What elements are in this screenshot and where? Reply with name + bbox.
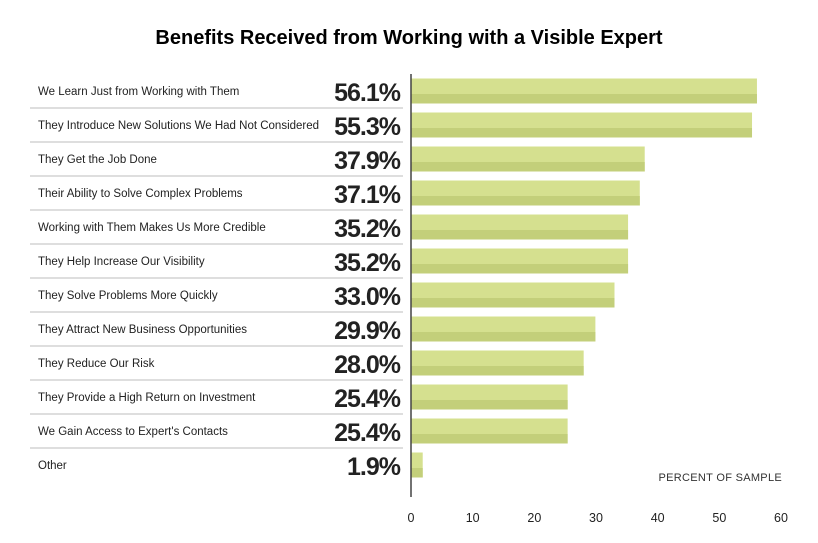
bar bbox=[411, 112, 753, 138]
bar-shade bbox=[411, 94, 757, 104]
value-label: 56.1% bbox=[334, 79, 401, 107]
category-label: They Introduce New Solutions We Had Not … bbox=[38, 120, 319, 132]
category-label: They Solve Problems More Quickly bbox=[38, 290, 218, 302]
bar-shade bbox=[411, 400, 568, 410]
value-label: 25.4% bbox=[334, 419, 401, 447]
category-label: They Reduce Our Risk bbox=[38, 358, 155, 370]
x-tick-label: 50 bbox=[712, 511, 726, 525]
category-label: Their Ability to Solve Complex Problems bbox=[38, 188, 243, 200]
bar bbox=[411, 146, 645, 172]
x-tick-label: 20 bbox=[527, 511, 541, 525]
x-tick-label: 0 bbox=[408, 511, 415, 525]
category-label: They Get the Job Done bbox=[38, 154, 157, 166]
value-label: 28.0% bbox=[334, 351, 401, 379]
bar bbox=[411, 282, 615, 308]
x-axis-ticks: 0 10 20 30 40 50 60 bbox=[408, 511, 788, 525]
category-label: Other bbox=[38, 460, 67, 472]
bar bbox=[411, 452, 423, 478]
x-axis-label: PERCENT OF SAMPLE bbox=[659, 472, 782, 484]
category-label: We Gain Access to Expert's Contacts bbox=[38, 426, 228, 438]
value-label: 33.0% bbox=[334, 283, 401, 311]
value-label: 35.2% bbox=[334, 249, 401, 277]
bar-shade bbox=[411, 332, 596, 342]
bar bbox=[411, 214, 629, 240]
x-tick-label: 60 bbox=[774, 511, 788, 525]
bar bbox=[411, 384, 568, 410]
value-label: 1.9% bbox=[347, 453, 401, 481]
bar bbox=[411, 350, 584, 376]
category-label: They Attract New Business Opportunities bbox=[38, 324, 247, 336]
category-label: Working with Them Makes Us More Credible bbox=[38, 222, 266, 234]
chart-title: Benefits Received from Working with a Vi… bbox=[155, 27, 663, 49]
category-label: They Provide a High Return on Investment bbox=[38, 392, 256, 404]
value-label: 37.9% bbox=[334, 147, 401, 175]
bar bbox=[411, 180, 640, 206]
bar-fill bbox=[411, 452, 423, 478]
value-label: 37.1% bbox=[334, 181, 401, 209]
bar bbox=[411, 248, 629, 274]
bar-shade bbox=[411, 366, 584, 376]
bar bbox=[411, 78, 757, 104]
category-label: They Help Increase Our Visibility bbox=[38, 256, 205, 268]
bar-shade bbox=[411, 434, 568, 444]
bar-shade bbox=[411, 468, 423, 478]
bar-shade bbox=[411, 162, 645, 172]
bar-shade bbox=[411, 128, 753, 138]
x-tick-label: 30 bbox=[589, 511, 603, 525]
bar-shade bbox=[411, 230, 629, 240]
value-label: 25.4% bbox=[334, 385, 401, 413]
category-label: We Learn Just from Working with Them bbox=[38, 86, 239, 98]
x-tick-label: 40 bbox=[651, 511, 665, 525]
chart-bars bbox=[411, 78, 757, 478]
x-tick-label: 10 bbox=[466, 511, 480, 525]
bar bbox=[411, 418, 568, 444]
bar-shade bbox=[411, 298, 615, 308]
bar bbox=[411, 316, 596, 342]
value-label: 55.3% bbox=[334, 113, 401, 141]
value-label: 29.9% bbox=[334, 317, 401, 345]
chart-rows: We Learn Just from Working with Them 56.1… bbox=[30, 79, 403, 481]
bar-shade bbox=[411, 264, 629, 274]
bar-shade bbox=[411, 196, 640, 206]
value-label: 35.2% bbox=[334, 215, 401, 243]
